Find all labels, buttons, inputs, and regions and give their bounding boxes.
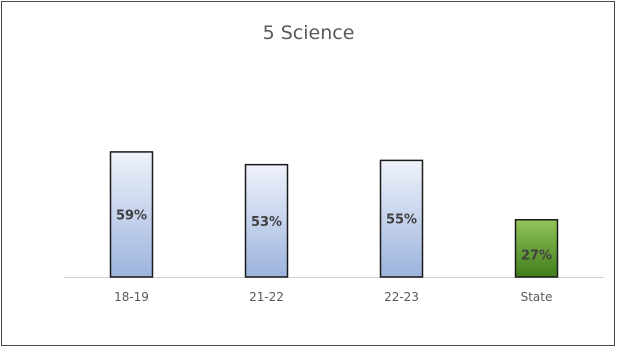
- data-label-22-23: 55%: [386, 213, 417, 228]
- bar-21-22: [244, 163, 289, 278]
- x-tick-label-21-22: 21-22: [249, 290, 284, 304]
- chart-title: 5 Science: [262, 22, 355, 44]
- bar-state: [514, 219, 559, 278]
- x-tick-label-state: State: [521, 290, 553, 304]
- data-label-21-22: 53%: [251, 215, 282, 230]
- data-label-state: 27%: [521, 248, 552, 263]
- bar-18-19: [109, 151, 154, 278]
- x-tick-label-22-23: 22-23: [384, 290, 419, 304]
- x-tick-label-18-19: 18-19: [114, 290, 149, 304]
- bar-22-23: [379, 159, 424, 278]
- data-label-18-19: 59%: [116, 208, 147, 223]
